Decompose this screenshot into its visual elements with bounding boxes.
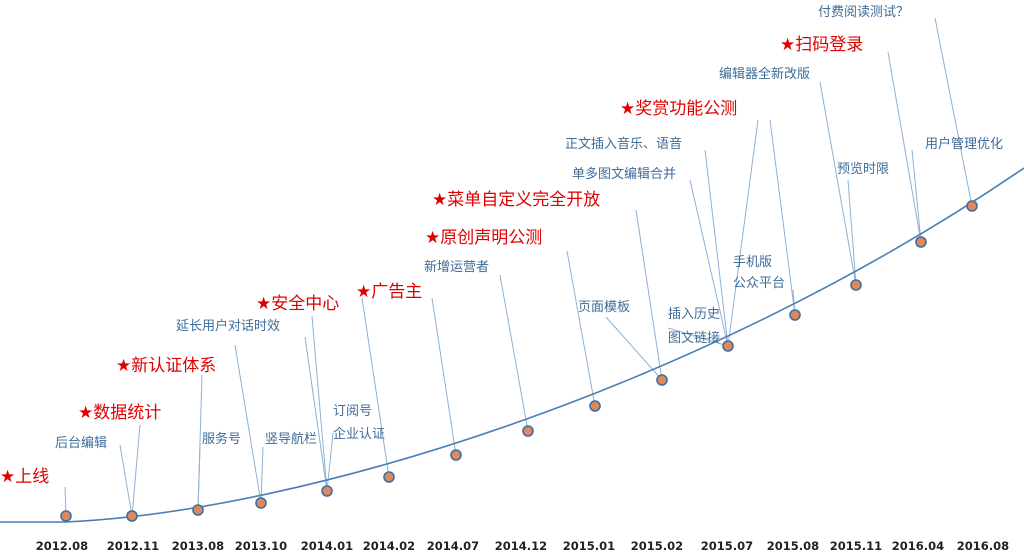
leader-line bbox=[119, 444, 133, 517]
minor-event-label: 延长用户对话时效 bbox=[176, 318, 280, 334]
date-axis-labels: 2012.08 2012.11 2013.08 2013.10 2014.01 2014.… bbox=[36, 539, 1009, 553]
major-event-label: ★菜单自定义完全开放 bbox=[432, 190, 600, 210]
minor-event-label: 新增运营者 bbox=[424, 259, 489, 275]
leader-line bbox=[934, 17, 973, 207]
leader-line bbox=[431, 297, 457, 456]
minor-event-label: 企业认证 bbox=[333, 426, 385, 442]
date-tick-label: 2015.07 bbox=[701, 539, 753, 553]
date-tick-label: 2015.11 bbox=[830, 539, 882, 553]
leader-line bbox=[911, 149, 922, 243]
milestone-point bbox=[966, 200, 978, 212]
minor-event-label: 公众平台 bbox=[733, 276, 785, 291]
date-tick-label: 2012.11 bbox=[107, 539, 159, 553]
date-tick-label: 2016.04 bbox=[892, 539, 944, 553]
date-tick-label: 2012.08 bbox=[36, 539, 88, 553]
minor-event-label: 服务号 bbox=[202, 431, 241, 447]
major-event-label: ★安全中心 bbox=[256, 294, 339, 314]
minor-event-label: 订阅号 bbox=[333, 404, 372, 419]
leader-line bbox=[131, 424, 141, 517]
growth-curve bbox=[0, 167, 1024, 523]
minor-event-label: 付费阅读测试？ bbox=[818, 5, 909, 20]
date-tick-label: 2015.02 bbox=[631, 539, 683, 553]
milestone-point bbox=[321, 485, 333, 497]
date-tick-label: 2014.12 bbox=[495, 539, 547, 553]
major-event-labels: ★上线 ★数据统计 ★新认证体系 ★安全中心 ★广告主 ★原创声明公测 ★菜单自定义完全开放… bbox=[0, 35, 863, 487]
major-event-label: ★奖赏功能公测 bbox=[620, 99, 737, 119]
milestone-point bbox=[589, 400, 601, 412]
major-event-label: ★扫码登录 bbox=[780, 35, 863, 55]
major-event-label: ★原创声明公测 bbox=[425, 228, 542, 248]
leader-line bbox=[689, 179, 729, 347]
leader-line bbox=[704, 149, 729, 347]
minor-event-label: 编辑器全新改版 bbox=[719, 66, 810, 82]
leader-line bbox=[499, 274, 529, 432]
date-tick-label: 2013.10 bbox=[235, 539, 287, 553]
date-tick-label: 2013.08 bbox=[172, 539, 224, 553]
date-tick-label: 2014.07 bbox=[427, 539, 479, 553]
minor-event-label: 页面模板 bbox=[578, 300, 630, 315]
milestone-point bbox=[850, 279, 862, 291]
milestone-point bbox=[255, 497, 267, 509]
leader-line bbox=[361, 297, 390, 478]
date-tick-label: 2016.08 bbox=[957, 539, 1009, 553]
date-tick-label: 2014.01 bbox=[301, 539, 353, 553]
major-event-label: ★数据统计 bbox=[78, 403, 161, 423]
leader-line bbox=[311, 315, 328, 492]
leader-line bbox=[727, 119, 759, 347]
major-event-label: ★新认证体系 bbox=[116, 356, 216, 376]
leader-line bbox=[260, 446, 264, 504]
milestone-point bbox=[126, 510, 138, 522]
leader-line bbox=[847, 179, 857, 286]
major-event-label: ★上线 bbox=[0, 467, 49, 487]
minor-event-label: 后台编辑 bbox=[55, 436, 107, 451]
leader-line bbox=[326, 432, 334, 492]
leader-line bbox=[887, 51, 922, 243]
leader-lines bbox=[64, 17, 973, 517]
milestone-point bbox=[656, 374, 668, 386]
minor-event-label: 图文链接 bbox=[668, 330, 720, 346]
minor-event-label: 单多图文编辑合并 bbox=[572, 166, 676, 182]
milestone-point bbox=[383, 471, 395, 483]
milestone-point bbox=[789, 309, 801, 321]
leader-line bbox=[234, 344, 262, 504]
minor-event-label: 预览时限 bbox=[837, 161, 889, 177]
minor-event-label: 插入历史 bbox=[668, 307, 720, 322]
leader-line bbox=[304, 336, 328, 492]
milestone-point bbox=[522, 425, 534, 437]
minor-event-label: 手机版 bbox=[733, 255, 772, 270]
milestone-point bbox=[450, 449, 462, 461]
major-event-label: ★广告主 bbox=[356, 282, 422, 302]
milestone-point bbox=[915, 236, 927, 248]
milestone-point bbox=[60, 510, 72, 522]
leader-line bbox=[667, 327, 729, 347]
minor-event-label: 竖导航栏 bbox=[265, 431, 317, 447]
date-tick-label: 2015.01 bbox=[563, 539, 615, 553]
leader-line bbox=[566, 250, 596, 407]
date-tick-label: 2014.02 bbox=[363, 539, 415, 553]
leader-line bbox=[635, 209, 663, 381]
date-tick-label: 2015.08 bbox=[767, 539, 819, 553]
minor-event-label: 用户管理优化 bbox=[925, 136, 1003, 152]
milestone-point bbox=[722, 340, 734, 352]
leader-line bbox=[197, 374, 203, 511]
leader-line bbox=[769, 119, 796, 316]
leader-line bbox=[819, 81, 857, 286]
milestone-point bbox=[192, 504, 204, 516]
milestone-points bbox=[60, 200, 978, 522]
minor-event-label: 正文插入音乐、语音 bbox=[565, 136, 682, 152]
